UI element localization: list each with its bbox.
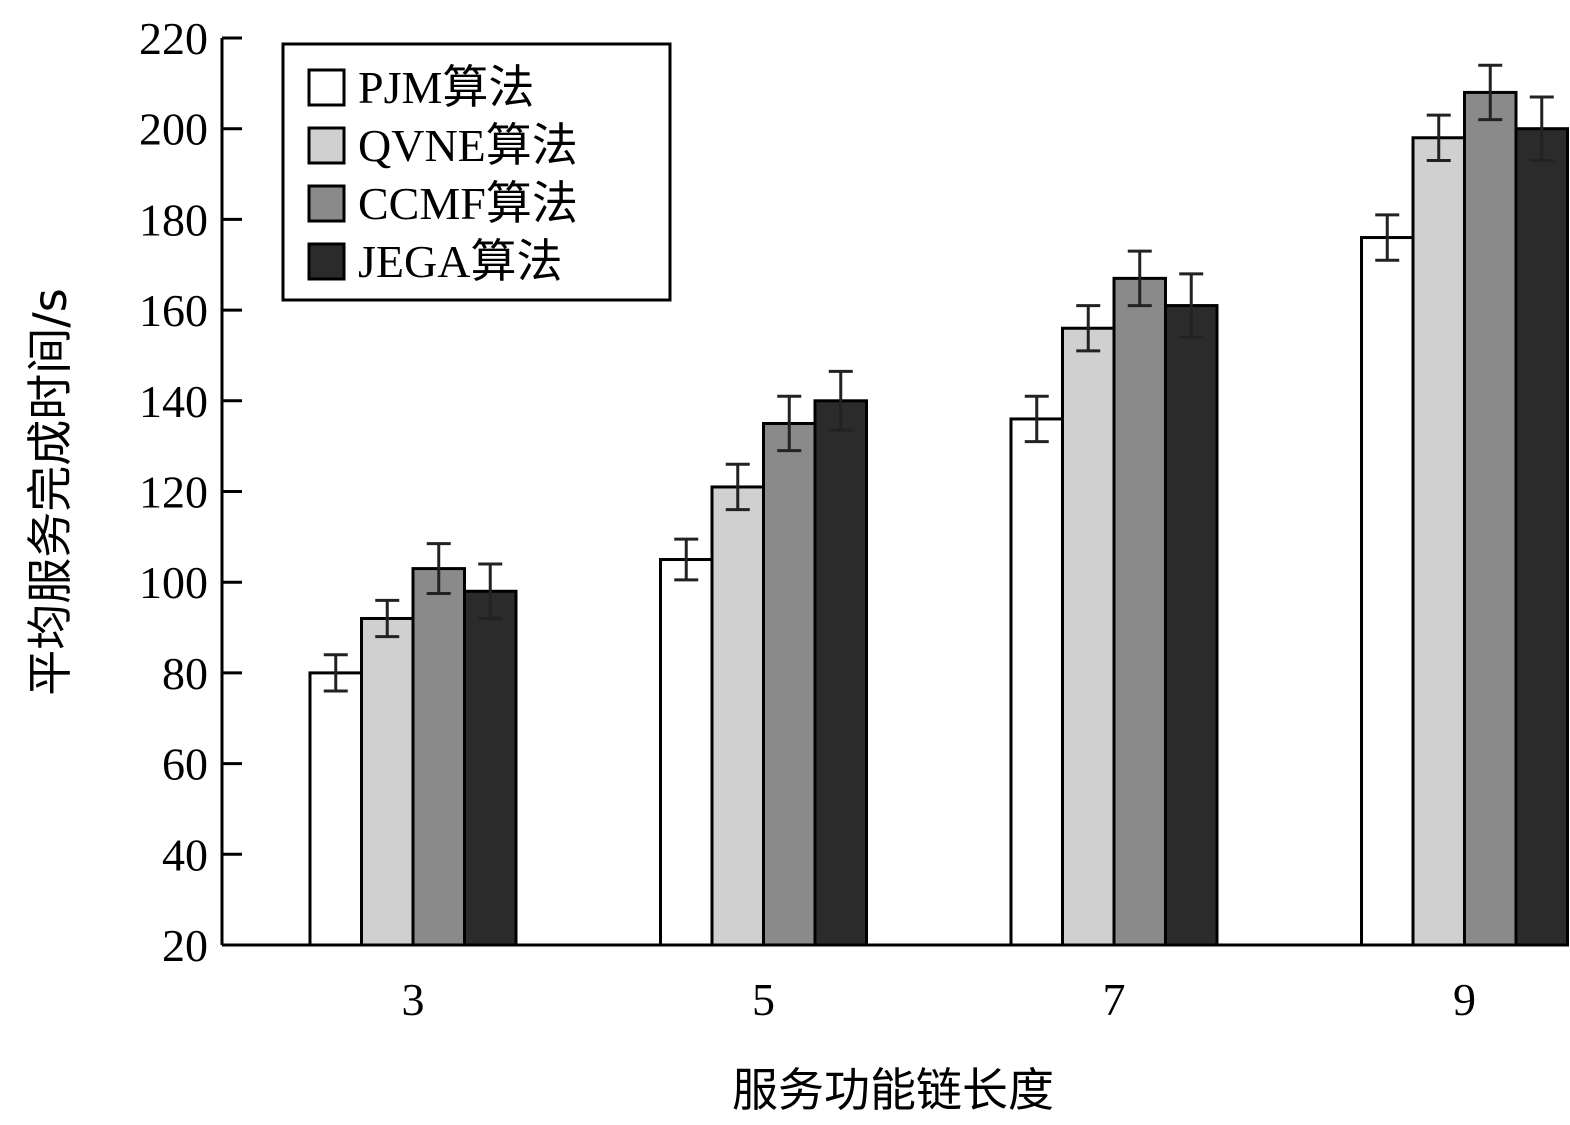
error-bar [1529, 95, 1554, 162]
error-bar [478, 562, 503, 620]
error-bar [1179, 272, 1204, 339]
bar [1009, 417, 1064, 947]
y-tick-label: 60 [162, 739, 208, 790]
y-tick-label: 200 [139, 104, 208, 155]
x-tick-label: 9 [1453, 974, 1476, 1025]
bar [813, 399, 868, 947]
legend-label: JEGA算法 [358, 236, 562, 287]
y-tick-label: 220 [139, 13, 208, 64]
error-bar [1076, 304, 1101, 353]
bar [411, 567, 466, 947]
x-ticks-layer: 3 5 7 9 [402, 974, 1477, 1025]
legend-label: QVNE算法 [358, 120, 578, 171]
bar [1164, 304, 1219, 947]
y-tick-label: 120 [139, 467, 208, 518]
y-tick-label: 180 [139, 194, 208, 245]
x-axis-title: 服务功能链长度 [732, 1063, 1054, 1117]
y-ticks-layer: 20 40 60 80 100 120 140 160 180 200 220 [139, 13, 242, 971]
y-tick-label: 140 [139, 376, 208, 427]
bar [1463, 90, 1518, 947]
legend-label: CCMF算法 [358, 178, 578, 229]
legend-swatch [307, 68, 346, 107]
error-bar [1127, 249, 1152, 308]
y-tick-label: 160 [139, 285, 208, 336]
legend-items: PJM算法 QVNE算法 CCMF算法 JEGA算法 [307, 62, 578, 287]
bar [762, 421, 817, 947]
bar [463, 589, 518, 947]
legend-item: JEGA算法 [307, 236, 562, 287]
y-tick-label: 20 [162, 920, 208, 971]
legend-box [281, 42, 672, 302]
y-tick-label: 100 [139, 557, 208, 608]
y-axis-title: 平均服务完成时间/s [23, 288, 77, 695]
bar [659, 558, 714, 947]
error-bar [828, 369, 853, 432]
legend-item: QVNE算法 [307, 120, 578, 171]
error-bar [777, 394, 802, 453]
legend-swatch [307, 242, 346, 281]
bar [308, 671, 363, 947]
error-bar [1375, 213, 1400, 262]
bar [1061, 326, 1116, 947]
y-tick-label: 40 [162, 829, 208, 880]
bar [1411, 136, 1466, 947]
x-tick-label: 5 [752, 974, 775, 1025]
y-tick-label: 80 [162, 648, 208, 699]
legend-item: PJM算法 [307, 62, 534, 113]
error-bar [725, 462, 750, 512]
legend-swatch [307, 126, 346, 165]
x-tick-label: 3 [402, 974, 425, 1025]
error-bar [426, 542, 451, 596]
error-bar [1478, 63, 1503, 122]
legend-label: PJM算法 [358, 62, 534, 113]
bar [360, 616, 415, 947]
error-bar [1024, 394, 1049, 444]
error-bar [375, 598, 400, 639]
legend: PJM算法 QVNE算法 CCMF算法 JEGA算法 [281, 42, 672, 302]
error-bar [1426, 113, 1451, 162]
bar [1514, 127, 1569, 947]
bar [1360, 236, 1415, 947]
bar [1112, 276, 1167, 947]
error-bar [323, 653, 348, 693]
error-bar [674, 537, 699, 582]
bar [710, 485, 765, 947]
legend-swatch [307, 184, 346, 223]
x-tick-label: 7 [1103, 974, 1126, 1025]
error-bars-layer [323, 63, 1554, 693]
legend-item: CCMF算法 [307, 178, 578, 229]
